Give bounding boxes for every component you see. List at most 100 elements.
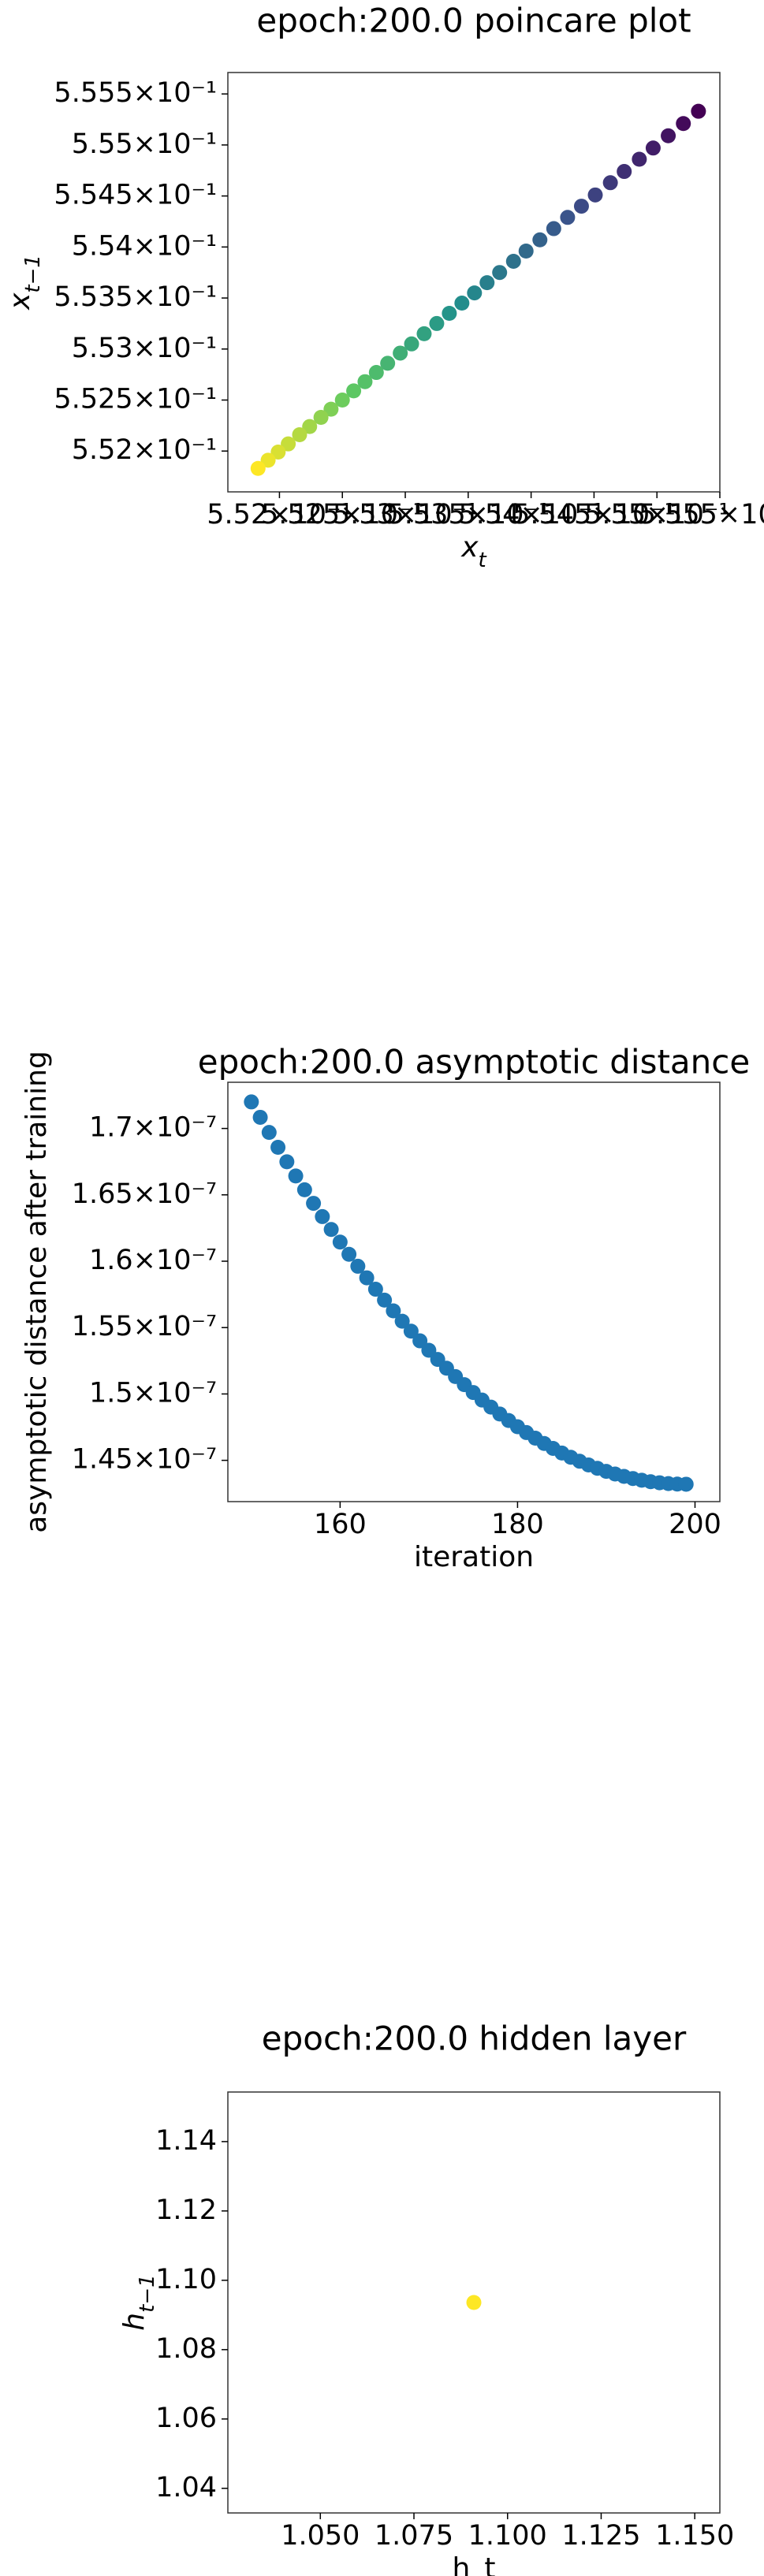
x-axis-label-text: x [460, 531, 479, 564]
point [250, 460, 266, 476]
point [359, 1270, 375, 1286]
plot-frame [227, 1081, 721, 1502]
y-tick-label: 1.55×10⁻⁷ [72, 1311, 217, 1342]
y-tick-label: 5.535×10⁻¹ [54, 281, 217, 313]
x-tick-label: 5.525×10⁻¹ [261, 499, 424, 530]
y-axis-label: ht−1 [118, 2274, 159, 2330]
y-axis-label: xt−1 [4, 255, 45, 311]
point [560, 210, 576, 225]
point [587, 187, 603, 203]
point [292, 427, 307, 443]
point [416, 326, 432, 341]
x-axis-label-text: h_t [453, 2552, 496, 2576]
x-tick-label: 1.150 [655, 2520, 734, 2552]
x-tick-label: 5.555×10⁻¹ [639, 499, 764, 530]
point [368, 365, 384, 381]
chart: epoch:200.0 asymptotic distance 1.45×10⁻⁷… [20, 1043, 750, 1574]
point [296, 1182, 312, 1197]
point [676, 116, 691, 132]
x-tick-label: 5.53×10⁻¹ [333, 499, 478, 530]
point [661, 128, 676, 143]
point [479, 275, 495, 291]
point [518, 244, 534, 259]
y-tick-label: 1.14 [155, 2125, 217, 2157]
point [632, 151, 647, 167]
point [546, 221, 561, 236]
point [691, 103, 706, 119]
y-axis-label-sub: t−1 [136, 2274, 159, 2313]
y-tick-label: 5.525×10⁻¹ [54, 384, 217, 415]
point [442, 305, 457, 321]
x-tick-label: 160 [314, 1509, 367, 1540]
point [270, 445, 286, 460]
chart-title: epoch:200.0 asymptotic distance [198, 1043, 750, 1081]
point [573, 199, 589, 214]
point [617, 164, 632, 180]
y-tick-label: 5.555×10⁻¹ [54, 77, 217, 109]
y-tick-label: 5.55×10⁻¹ [72, 128, 217, 160]
x-tick-label: 200 [669, 1509, 721, 1540]
y-tick-label: 1.65×10⁻⁷ [72, 1178, 217, 1210]
point [492, 265, 508, 281]
point [357, 374, 373, 389]
point [429, 315, 445, 331]
x-tick-label: 1.125 [561, 2520, 640, 2552]
x-axis-label: iteration [414, 1541, 534, 1573]
point [678, 1476, 694, 1492]
point [645, 140, 661, 156]
y-axis-label-text: asymptotic distance after training [20, 1051, 53, 1533]
y-tick-label: 5.54×10⁻¹ [72, 230, 217, 262]
chart: epoch:200.0 hidden layer 1.04 1.06 1.08 1.10… [118, 2019, 734, 2576]
x-tick-label: 1.100 [468, 2520, 547, 2552]
point [377, 1292, 393, 1308]
x-axis-label-sub: t [479, 549, 487, 572]
point [332, 1234, 348, 1250]
point [412, 1333, 428, 1349]
y-axis-label-text: x [4, 292, 36, 311]
point [281, 436, 296, 452]
point [380, 356, 396, 371]
point [279, 1154, 295, 1170]
point [288, 1168, 304, 1184]
y-axis-label-text: h [118, 2313, 151, 2331]
plot-frame [227, 72, 721, 493]
point [367, 1282, 383, 1297]
chart-title: epoch:200.0 hidden layer [262, 2019, 687, 2058]
point [334, 393, 350, 408]
y-tick-label: 1.06 [155, 2403, 217, 2434]
point [341, 1246, 357, 1262]
point [323, 401, 339, 417]
x-tick-label: 5.535×10⁻¹ [387, 499, 550, 530]
chart: epoch:200.0 poincare plot5.52×10⁻¹5.525×… [4, 2, 764, 572]
x-tick-label: 5.55×10⁻¹ [584, 499, 729, 530]
point [350, 1258, 366, 1274]
point [270, 1140, 286, 1156]
point [467, 285, 483, 301]
x-tick-label: 1.050 [281, 2520, 360, 2552]
point [404, 336, 419, 352]
y-axis-label: asymptotic distance after training [20, 1051, 53, 1533]
y-tick-label: 1.08 [155, 2333, 217, 2365]
point [394, 1313, 410, 1329]
point [260, 452, 276, 468]
x-tick-label: 5.52×10⁻¹ [207, 499, 352, 530]
x-tick-label: 1.075 [375, 2520, 453, 2552]
point [454, 296, 470, 311]
point [313, 410, 329, 426]
y-tick-label: 5.53×10⁻¹ [72, 333, 217, 364]
point [346, 383, 362, 399]
point [261, 1125, 277, 1141]
y-tick-label: 1.04 [155, 2472, 217, 2503]
plot-frame [227, 2091, 721, 2514]
point [244, 1094, 259, 1110]
y-tick-label: 1.12 [155, 2194, 217, 2226]
point [505, 253, 521, 269]
y-tick-label: 1.5×10⁻⁷ [89, 1377, 217, 1409]
point [315, 1208, 330, 1224]
y-tick-label: 1.6×10⁻⁷ [89, 1245, 217, 1276]
y-tick-label: 5.52×10⁻¹ [72, 434, 217, 466]
x-axis-label-text: iteration [414, 1541, 534, 1573]
point [466, 2295, 482, 2310]
x-axis-label: xt [460, 531, 486, 572]
